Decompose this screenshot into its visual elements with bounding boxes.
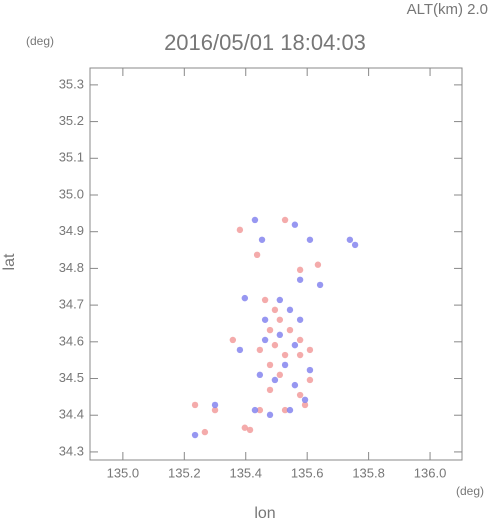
chart-title: 2016/05/01 18:04:03 [164, 30, 366, 55]
echo-point [281, 216, 289, 224]
altitude-label: ALT(km) 2.0 [407, 1, 488, 18]
echo-point [281, 406, 289, 414]
echo-point [256, 346, 264, 354]
echo-point [296, 316, 304, 323]
echo-point [291, 341, 299, 349]
echo-point [266, 386, 274, 394]
echo-point [251, 216, 259, 224]
x-tick-label: 135.0 [107, 465, 140, 480]
echo-point [271, 376, 279, 384]
echo-point [201, 428, 209, 436]
echo-point [253, 251, 261, 259]
echo-point [306, 366, 314, 374]
echo-point [261, 296, 269, 304]
echo-point [261, 316, 269, 323]
echo-point [286, 306, 294, 314]
echo-point [296, 266, 304, 274]
echo-point [236, 226, 244, 234]
echo-point [276, 316, 284, 323]
x-axis-label: lon [254, 505, 275, 521]
echo-point [281, 361, 289, 369]
y-tick-label: 35.1 [59, 150, 84, 165]
echo-point [191, 401, 199, 409]
echo-point [281, 351, 289, 359]
echo-point [276, 371, 284, 379]
echo-point [256, 406, 264, 414]
echo-point [286, 326, 294, 334]
echo-point [266, 326, 274, 334]
echo-point [256, 371, 264, 379]
y-tick-label: 34.3 [59, 443, 84, 458]
x-tick-label: 135.4 [229, 465, 262, 480]
echo-point [306, 236, 314, 243]
echo-point [291, 221, 299, 228]
x-tick-label: 135.6 [291, 465, 324, 480]
echo-point [276, 331, 284, 339]
echo-point [271, 341, 279, 349]
y-tick-label: 34.8 [59, 260, 84, 275]
echo-point [236, 346, 244, 354]
echo-point [306, 346, 314, 354]
x-tick-label: 136.0 [414, 465, 447, 480]
y-unit: (deg) [26, 34, 54, 48]
echo-point [211, 401, 219, 409]
y-tick-label: 34.7 [59, 297, 84, 312]
echo-point [351, 241, 359, 249]
echo-point [191, 431, 199, 439]
y-tick-label: 35.3 [59, 76, 84, 91]
echo-point [241, 424, 249, 431]
echo-point [261, 336, 269, 344]
echo-point [301, 396, 309, 404]
x-tick-label: 135.8 [352, 465, 385, 480]
y-tick-label: 34.9 [59, 223, 84, 238]
echo-point [314, 261, 322, 268]
x-tick-label: 135.2 [168, 465, 201, 480]
echo-point [296, 351, 304, 359]
plot-frame [89, 67, 463, 461]
y-tick-label: 35.2 [59, 113, 84, 128]
y-tick-label: 34.4 [59, 407, 84, 422]
echo-point [276, 296, 284, 304]
echo-point [241, 294, 249, 302]
y-axis-label: lat [1, 253, 18, 270]
y-tick-label: 34.5 [59, 370, 84, 385]
echo-point [296, 276, 304, 283]
y-tick-label: 35.0 [59, 186, 84, 201]
echo-point [291, 381, 299, 389]
echo-point [301, 401, 309, 409]
echo-point [258, 236, 266, 243]
echo-point [296, 336, 304, 344]
echo-point [316, 281, 324, 289]
echo-point [246, 426, 254, 434]
echo-point [306, 376, 314, 384]
y-tick-label: 34.6 [59, 333, 84, 348]
echo-point [251, 406, 259, 414]
echo-point [271, 306, 279, 314]
echo-point [229, 336, 237, 344]
echo-point [286, 406, 294, 414]
echo-point [211, 406, 219, 414]
x-unit: (deg) [456, 484, 484, 498]
echo-point [296, 391, 304, 399]
echo-point [266, 361, 274, 369]
echo-point [266, 411, 274, 419]
echo-point [346, 236, 354, 243]
